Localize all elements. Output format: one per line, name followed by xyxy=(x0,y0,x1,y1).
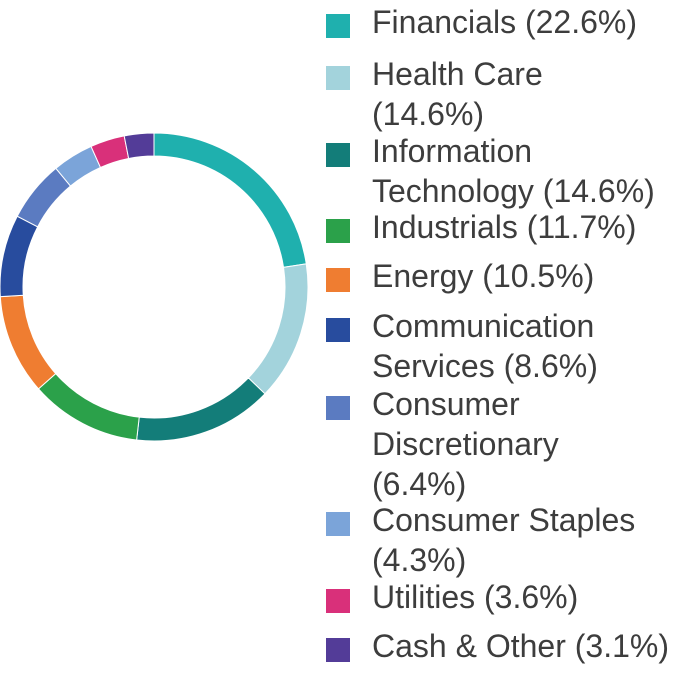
legend-swatch xyxy=(326,14,350,38)
legend-swatch xyxy=(326,268,350,292)
legend-label: Industrials (11.7%) xyxy=(372,209,637,245)
legend-swatch xyxy=(326,66,350,90)
legend-label: Consumer Discretionary (6.4%) xyxy=(372,386,559,502)
legend-label: Cash & Other (3.1%) xyxy=(372,628,669,664)
legend-swatch xyxy=(326,318,350,342)
legend-swatch xyxy=(326,589,350,613)
donut-slice-9 xyxy=(123,132,155,160)
legend-label: Information Technology (14.6%) xyxy=(372,133,655,209)
legend-swatch xyxy=(326,219,350,243)
legend-swatch xyxy=(326,638,350,662)
legend-label: Utilities (3.6%) xyxy=(372,579,579,615)
legend-label: Health Care (14.6%) xyxy=(372,56,543,132)
legend-label: Energy (10.5%) xyxy=(372,258,595,294)
legend-swatch xyxy=(326,143,350,167)
legend-label: Consumer Staples (4.3%) xyxy=(372,502,636,578)
donut-chart xyxy=(0,132,309,442)
legend-label: Communication Services (8.6%) xyxy=(372,308,598,384)
legend-swatch xyxy=(326,512,350,536)
legend-swatch xyxy=(326,396,350,420)
legend-label: Financials (22.6%) xyxy=(372,4,637,40)
